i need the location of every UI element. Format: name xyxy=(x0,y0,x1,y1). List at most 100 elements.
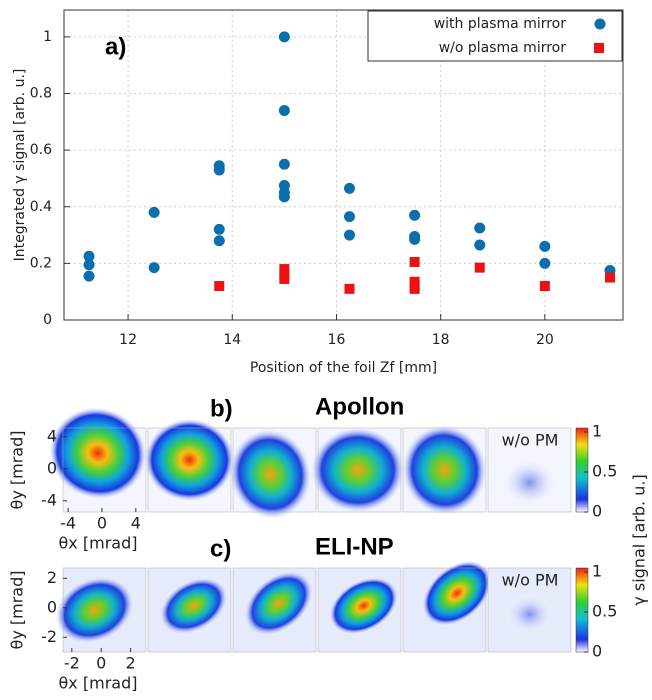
y-tick-label: 0.4 xyxy=(30,199,52,215)
y-tick-label: 0.2 xyxy=(30,255,52,271)
data-point xyxy=(279,264,290,275)
data-point xyxy=(409,209,421,221)
data-point xyxy=(539,281,550,292)
image-blob xyxy=(421,560,493,627)
image-blob xyxy=(309,426,406,514)
image-blob xyxy=(401,423,488,517)
x-tick-label: 0 xyxy=(96,654,106,673)
panel-title: Apollon xyxy=(315,393,404,420)
colorbar-tick-label: 0.5 xyxy=(592,602,617,621)
x-tick-label: -4 xyxy=(60,514,76,533)
image-blob xyxy=(243,570,314,637)
x-tick-label: 20 xyxy=(536,332,554,348)
colorbar xyxy=(575,567,589,653)
data-point xyxy=(278,31,290,43)
x-tick-label: 12 xyxy=(119,332,137,348)
x-axis-label: Position of the foil Zf [mm] xyxy=(250,360,437,376)
image-blob xyxy=(54,576,135,644)
legend-label: with plasma mirror xyxy=(434,16,567,32)
y-tick-label: 0 xyxy=(47,597,57,616)
panel-label: c) xyxy=(210,535,231,562)
colorbar-tick-label: 0 xyxy=(592,642,602,661)
data-point xyxy=(343,182,355,194)
legend-marker xyxy=(594,43,604,53)
y-tick-label: 0 xyxy=(47,458,57,477)
y-tick-label: 4 xyxy=(47,426,57,445)
image-blob xyxy=(48,406,148,500)
data-point xyxy=(278,105,290,117)
colorbar-tick-label: 1 xyxy=(592,562,602,581)
data-point xyxy=(409,233,421,245)
image-frame xyxy=(147,567,232,653)
colorbar-tick-label: 1 xyxy=(592,422,602,441)
image-frame xyxy=(232,567,317,653)
image-frame xyxy=(317,567,402,653)
data-point xyxy=(344,283,355,294)
x-axis-label: θx [mrad] xyxy=(59,674,138,693)
image-blob xyxy=(143,417,236,502)
data-point xyxy=(343,229,355,241)
y-axis-label: θy [mrad] xyxy=(8,571,27,650)
data-point xyxy=(278,191,290,203)
panel-label: a) xyxy=(105,33,126,60)
image-frame xyxy=(317,427,402,513)
data-point xyxy=(83,259,95,271)
y-tick-label: 1 xyxy=(43,29,52,45)
annotation: w/o PM xyxy=(502,431,559,450)
legend-label: w/o plasma mirror xyxy=(439,40,567,56)
panel-title: ELI-NP xyxy=(315,533,394,560)
data-point xyxy=(409,256,420,267)
image-frame xyxy=(487,427,572,513)
annotation: w/o PM xyxy=(502,571,559,590)
y-tick-label: 2 xyxy=(47,568,57,587)
image-blob xyxy=(228,428,313,521)
colorbar xyxy=(575,427,589,513)
x-tick-label: 4 xyxy=(131,514,141,533)
x-tick-label: -2 xyxy=(64,654,80,673)
y-tick-label: 0.6 xyxy=(30,142,52,158)
data-point xyxy=(474,222,486,234)
data-point xyxy=(474,262,485,273)
data-point xyxy=(83,250,95,262)
data-point xyxy=(213,164,225,176)
data-point xyxy=(148,262,160,274)
data-point xyxy=(214,281,225,292)
x-axis-label: θx [mrad] xyxy=(59,534,138,553)
data-point xyxy=(279,273,290,284)
x-tick-label: 18 xyxy=(432,332,450,348)
data-point xyxy=(83,270,95,282)
data-point xyxy=(278,158,290,170)
image-frame xyxy=(62,567,147,653)
x-tick-label: 2 xyxy=(125,654,135,673)
colorbar-tick-label: 0 xyxy=(592,502,602,521)
data-point xyxy=(604,272,615,283)
image-frame xyxy=(487,567,572,653)
data-point xyxy=(148,206,160,218)
y-axis-label: Integrated γ signal [arb. u.] xyxy=(12,69,28,262)
data-point xyxy=(474,239,486,251)
y-tick-label: 0.8 xyxy=(30,86,52,102)
data-point xyxy=(539,257,551,269)
image-blob xyxy=(328,577,399,635)
y-tick-label: -2 xyxy=(41,627,57,646)
x-tick-label: 0 xyxy=(97,514,107,533)
legend-box xyxy=(367,10,623,62)
data-point xyxy=(409,283,420,294)
colorbar-tick-label: 0.5 xyxy=(592,462,617,481)
panel-label: b) xyxy=(210,395,233,422)
data-point xyxy=(539,240,551,252)
image-blob xyxy=(500,457,559,508)
legend-marker xyxy=(594,18,606,30)
image-blob xyxy=(158,577,229,635)
colorbar-label: γ signal [arb. u.] xyxy=(630,474,649,605)
data-point xyxy=(343,211,355,223)
image-frame xyxy=(402,567,487,653)
data-point xyxy=(213,223,225,235)
y-tick-label: -4 xyxy=(41,490,57,509)
plot-frame xyxy=(63,9,624,321)
data-point xyxy=(213,235,225,247)
x-tick-label: 14 xyxy=(223,332,241,348)
y-axis-label: θy [mrad] xyxy=(8,431,27,510)
x-tick-label: 16 xyxy=(328,332,346,348)
